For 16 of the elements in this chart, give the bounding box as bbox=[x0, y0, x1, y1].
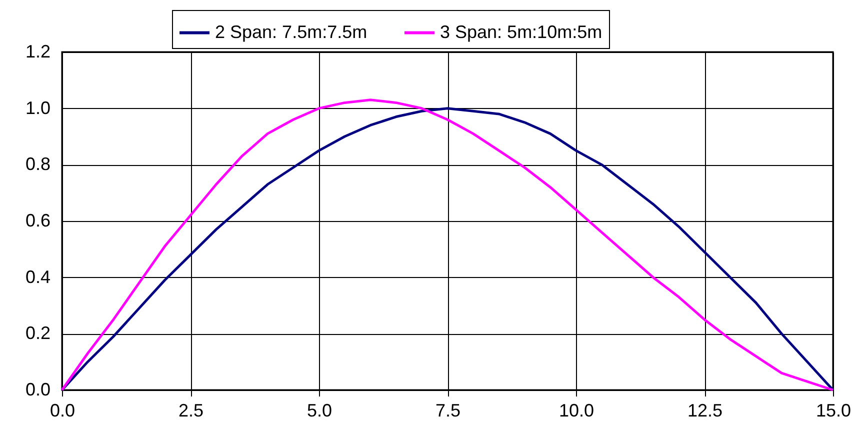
x-tick-label: 15.0 bbox=[816, 400, 852, 420]
y-tick-label: 0.6 bbox=[25, 210, 50, 230]
y-tick-label: 1.0 bbox=[25, 98, 50, 118]
legend-label: 3 Span: 5m:10m:5m bbox=[440, 22, 602, 42]
x-tick-label: 2.5 bbox=[178, 400, 204, 420]
x-tick-label: 0.0 bbox=[50, 400, 76, 420]
x-tick-label: 5.0 bbox=[306, 400, 332, 420]
y-tick-label: 0.2 bbox=[25, 323, 50, 344]
legend-label: 2 Span: 7.5m:7.5m bbox=[215, 22, 368, 42]
x-tick-label: 10.0 bbox=[558, 400, 594, 420]
x-tick-label: 7.5 bbox=[435, 400, 461, 420]
x-tick-label: 12.5 bbox=[687, 400, 723, 420]
y-tick-label: 0.0 bbox=[25, 380, 50, 400]
y-tick-label: 0.8 bbox=[25, 154, 50, 174]
y-tick-label: 1.2 bbox=[25, 42, 50, 62]
y-tick-label: 0.4 bbox=[25, 266, 50, 287]
